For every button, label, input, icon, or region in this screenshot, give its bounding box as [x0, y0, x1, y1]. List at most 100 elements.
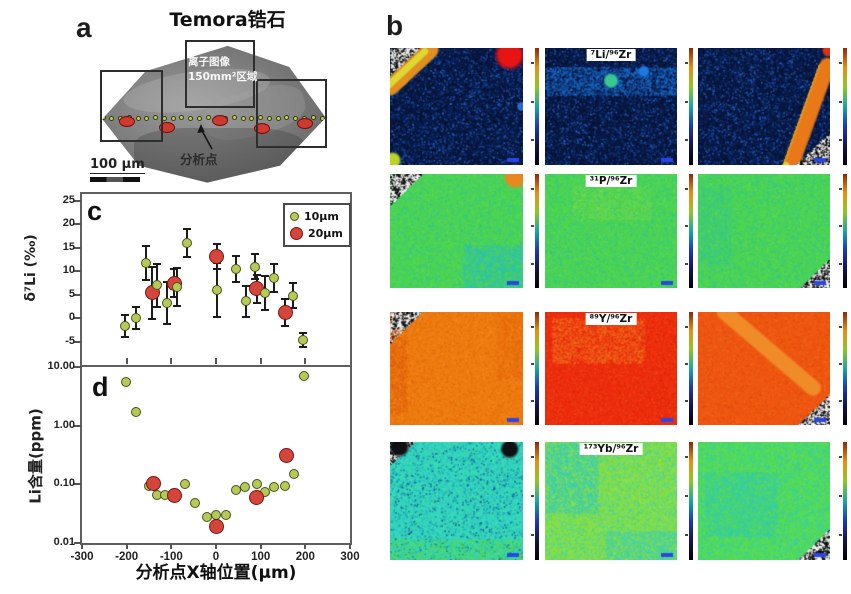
data-point-20um [249, 490, 264, 505]
ion-image-region-box-left [100, 70, 163, 142]
error-bar-cap [213, 243, 221, 245]
error-bar-cap [153, 306, 161, 308]
data-point-20um [209, 519, 224, 534]
y-tick [74, 317, 81, 319]
colorbar-tick [531, 534, 534, 536]
ion-map-row2-col1 [390, 174, 523, 288]
data-point-10um [280, 481, 290, 491]
y-tick [74, 366, 81, 368]
colorbar-tick [685, 139, 688, 141]
colorbar-tick [685, 534, 688, 536]
panel-b-label: b [386, 10, 403, 42]
error-bar-cap [142, 245, 150, 247]
analysis-spot-10um [206, 115, 211, 120]
ion-map-canvas [545, 174, 677, 288]
data-point-10um [298, 335, 308, 345]
colorbar-tick [839, 363, 842, 365]
error-bar-cap [251, 278, 259, 280]
data-point-10um [131, 313, 141, 323]
colorbar-tick [531, 101, 534, 103]
error-bar-cap [261, 275, 269, 277]
ion-map-canvas [545, 312, 677, 425]
x-tick [260, 358, 262, 364]
error-bar-cap [173, 267, 181, 269]
y-tick-label: -5 [35, 335, 75, 347]
colorbar [843, 442, 847, 560]
data-point-20um [279, 448, 294, 463]
data-point-10um [240, 482, 250, 492]
ion-map-ratio-label: ¹⁷³Yb/⁹⁶Zr [580, 443, 643, 455]
colorbar [535, 48, 539, 165]
ion-map-row1-col3 [698, 48, 830, 165]
data-point-10um [141, 258, 151, 268]
colorbar-tick [531, 400, 534, 402]
y-tick-label: 5 [35, 288, 75, 300]
y-tick [74, 247, 81, 249]
ion-map-row4-col1 [390, 442, 523, 560]
error-bar-cap [132, 306, 140, 308]
colorbar-tick [531, 495, 534, 497]
colorbar-tick [685, 263, 688, 265]
ion-map-canvas [390, 312, 523, 425]
error-bar-cap [153, 263, 161, 265]
annotation-arrow-icon [192, 122, 226, 152]
y-tick-label: 20 [35, 217, 75, 229]
error-bar-cap [148, 318, 156, 320]
data-point-10um [152, 280, 162, 290]
analysis-points-label: 分析点 [180, 149, 218, 168]
y-tick [74, 223, 81, 225]
panel-c-label: c [87, 196, 102, 227]
y-tick [74, 483, 81, 485]
error-bar-cap [121, 314, 129, 316]
ion-map-canvas [390, 48, 523, 165]
y-tick [74, 200, 81, 202]
y-tick-label: 10.00 [35, 360, 75, 372]
legend: 10μm 20μm [283, 203, 351, 247]
ion-map-canvas [390, 442, 523, 560]
colorbar [535, 312, 539, 425]
y-tick [74, 425, 81, 427]
colorbar-tick [531, 456, 534, 458]
colorbar-tick [839, 101, 842, 103]
y-tick [74, 341, 81, 343]
data-point-10um [131, 407, 141, 417]
error-bar-cap [281, 325, 289, 327]
colorbar-tick [685, 363, 688, 365]
ion-map-row1-col1 [390, 48, 523, 165]
x-tick [126, 544, 128, 549]
colorbar-tick [685, 101, 688, 103]
data-point-20um [146, 476, 161, 491]
x-tick [215, 358, 217, 364]
error-bar-cap [261, 309, 269, 311]
colorbar [689, 312, 693, 425]
colorbar [535, 174, 539, 288]
x-tick [304, 544, 306, 549]
error-bar-cap [213, 316, 221, 318]
ion-map-canvas [545, 48, 677, 165]
plot-d: 10.00 1.00 0.10 0.01 -300 -200 -100 0 100 200 300 [80, 367, 352, 545]
colorbar-tick [839, 400, 842, 402]
colorbar [689, 174, 693, 288]
colorbar-tick [531, 363, 534, 365]
colorbar-tick [839, 188, 842, 190]
error-bar-cap [183, 256, 191, 258]
legend-label-20um: 20μm [308, 227, 343, 240]
error-bar-cap [232, 255, 240, 257]
x-tick [126, 358, 128, 364]
y-tick-label: 0.10 [35, 477, 75, 489]
colorbar-tick [685, 62, 688, 64]
y-tick-label: 0 [35, 311, 75, 323]
data-point-10um [180, 479, 190, 489]
analysis-spot-10um [249, 116, 254, 121]
legend-label-10um: 10μm [304, 210, 339, 223]
colorbar-tick [839, 326, 842, 328]
colorbar [689, 442, 693, 560]
scalebar-label: 100 μm [90, 157, 145, 174]
ion-map-canvas [698, 174, 830, 288]
analysis-spot-10um [188, 116, 193, 121]
data-point-10um [299, 371, 309, 381]
data-point-20um [167, 488, 182, 503]
ion-map-ratio-label: ³¹P/⁹⁶Zr [586, 175, 637, 187]
data-point-10um [120, 321, 130, 331]
error-bar-cap [289, 282, 297, 284]
